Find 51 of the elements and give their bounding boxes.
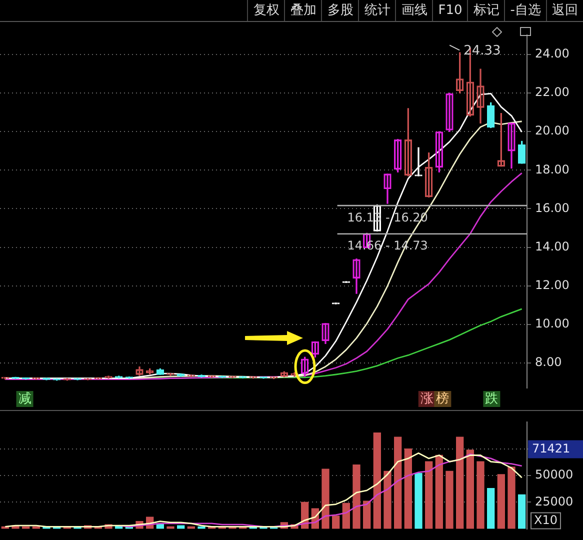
y-tick-label: 16.00 bbox=[535, 200, 570, 215]
candlestick bbox=[42, 378, 50, 380]
bar bbox=[373, 432, 381, 529]
text: -自选 bbox=[504, 0, 546, 21]
bar bbox=[446, 470, 454, 529]
y-tick-label: 20.00 bbox=[535, 124, 570, 138]
bar bbox=[476, 461, 484, 529]
text: 71421 bbox=[532, 441, 570, 456]
text: 返回 bbox=[546, 0, 583, 21]
bar bbox=[456, 436, 464, 529]
text: 叠加 bbox=[284, 0, 322, 21]
text: 涨 bbox=[420, 391, 434, 406]
candlestick bbox=[115, 376, 123, 378]
bar bbox=[352, 464, 360, 529]
y-tick-label: 18.00 bbox=[535, 162, 570, 176]
bar bbox=[342, 502, 350, 529]
text: 榜 bbox=[436, 391, 450, 406]
bar bbox=[332, 516, 340, 529]
text: 标记 bbox=[467, 0, 504, 21]
text: X10 bbox=[534, 512, 558, 527]
bar bbox=[322, 468, 330, 529]
bar bbox=[425, 461, 433, 529]
text: 统计 bbox=[358, 0, 396, 21]
text: 跌 bbox=[485, 391, 498, 406]
bar bbox=[497, 474, 505, 529]
bar bbox=[508, 466, 516, 529]
y-tick-label: 50000 bbox=[535, 468, 574, 482]
text: F10 bbox=[432, 0, 468, 21]
text: 画线 bbox=[395, 0, 432, 21]
text: 复权 bbox=[247, 0, 284, 21]
bar bbox=[487, 488, 495, 529]
y-tick-label: 25000 bbox=[535, 494, 574, 508]
bar bbox=[518, 494, 526, 529]
bar bbox=[466, 450, 474, 529]
candlestick bbox=[414, 147, 422, 176]
bar bbox=[435, 454, 443, 529]
bar bbox=[404, 448, 412, 529]
y-tick-label: 14.00 bbox=[535, 239, 570, 254]
bar bbox=[414, 473, 422, 529]
text: 减 bbox=[18, 391, 32, 406]
y-tick-label: 8.00 bbox=[535, 355, 562, 370]
candlestick bbox=[198, 374, 206, 378]
bar bbox=[363, 500, 371, 529]
y-tick-label: 22.00 bbox=[535, 85, 570, 100]
y-tick-label: 10.00 bbox=[535, 316, 570, 331]
candlestick bbox=[260, 376, 268, 379]
text: 多股 bbox=[321, 0, 358, 21]
y-tick-label: 24.00 bbox=[535, 46, 570, 61]
bar bbox=[394, 436, 402, 529]
bar bbox=[384, 470, 392, 529]
y-tick-label: 12.00 bbox=[535, 278, 570, 292]
